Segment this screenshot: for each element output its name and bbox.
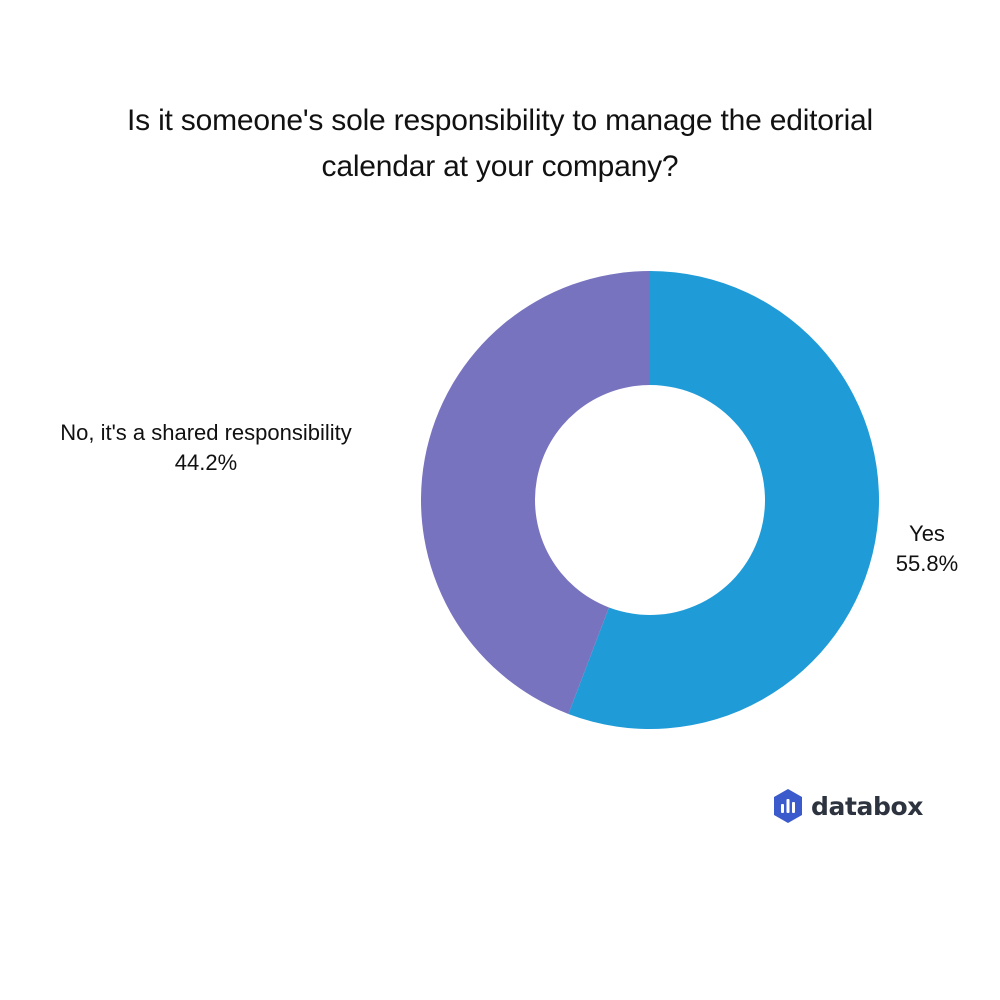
slice-value-yes: 55.8% <box>895 551 959 576</box>
slice-no <box>421 271 650 714</box>
slice-yes <box>568 271 879 729</box>
slice-value-no: 44.2% <box>174 450 238 475</box>
brand-name: databox <box>811 791 923 821</box>
databox-logo-icon <box>774 789 802 823</box>
slice-name-yes: Yes <box>909 521 945 546</box>
slice-label-yes: Yes 55.8% <box>880 519 974 579</box>
chart-title-line-2: calendar at your company? <box>321 150 679 183</box>
chart-title-line-1: Is it someone's sole responsibility to m… <box>127 104 873 137</box>
brand-logo: databox <box>772 786 923 826</box>
slice-label-no: No, it's a shared responsibility 44.2% <box>28 418 384 478</box>
chart-title: Is it someone's sole responsibility to m… <box>60 98 940 190</box>
slice-name-no: No, it's a shared responsibility <box>60 420 352 445</box>
donut-slices <box>421 271 879 729</box>
